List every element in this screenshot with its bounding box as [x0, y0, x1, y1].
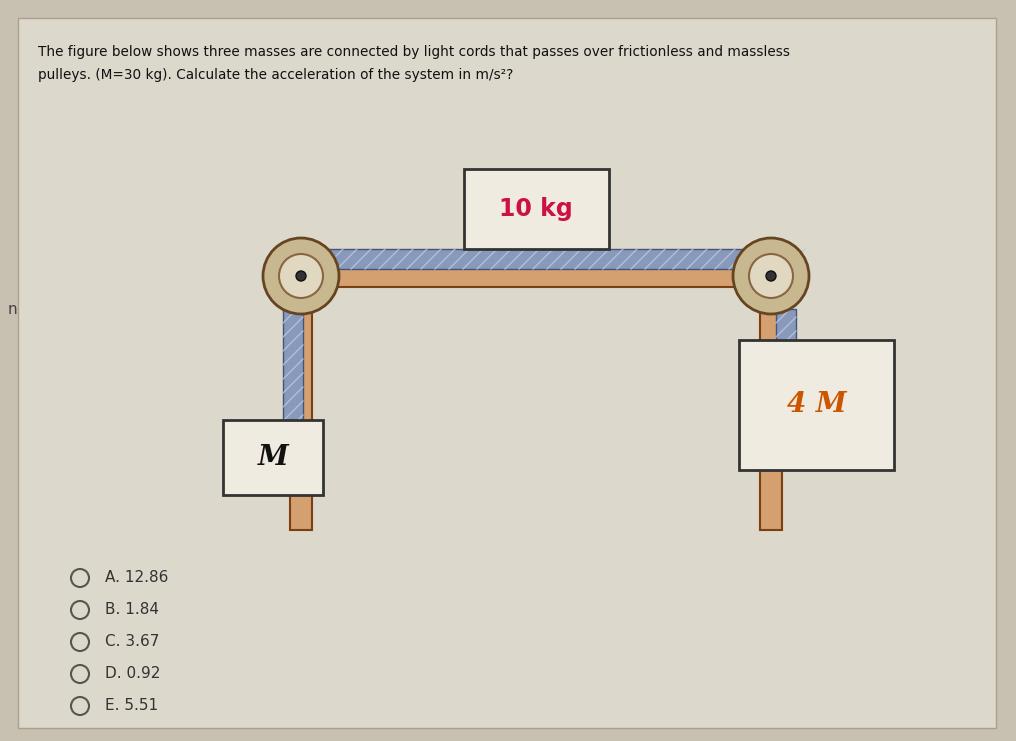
Text: pulleys. (M=30 kg). Calculate the acceleration of the system in m/s²?: pulleys. (M=30 kg). Calculate the accele… — [38, 68, 513, 82]
Text: B. 1.84: B. 1.84 — [105, 602, 158, 617]
Text: A. 12.86: A. 12.86 — [105, 571, 169, 585]
Text: C. 3.67: C. 3.67 — [105, 634, 160, 650]
Circle shape — [263, 238, 339, 314]
Circle shape — [733, 238, 809, 314]
Circle shape — [296, 271, 306, 281]
Bar — [290, 287, 312, 530]
Bar — [223, 420, 323, 495]
Text: E. 5.51: E. 5.51 — [105, 699, 158, 714]
Text: M: M — [258, 444, 289, 471]
Circle shape — [766, 271, 776, 281]
Circle shape — [279, 254, 323, 298]
Bar — [760, 287, 782, 530]
Bar — [776, 309, 796, 340]
Text: 4 M: 4 M — [786, 391, 846, 419]
Bar — [283, 309, 303, 420]
Bar — [464, 169, 609, 249]
Text: The figure below shows three masses are connected by light cords that passes ove: The figure below shows three masses are … — [38, 45, 790, 59]
Bar — [301, 249, 771, 269]
Text: n: n — [8, 302, 17, 317]
Text: D. 0.92: D. 0.92 — [105, 666, 161, 682]
Bar — [290, 265, 782, 287]
Text: 10 kg: 10 kg — [499, 197, 573, 221]
Circle shape — [749, 254, 793, 298]
Bar — [739, 340, 894, 470]
